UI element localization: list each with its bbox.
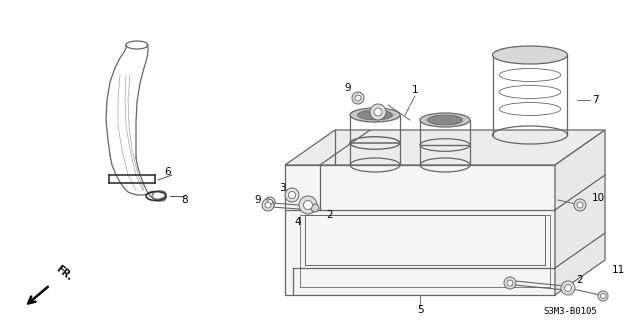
Text: 3: 3 xyxy=(279,183,285,193)
Ellipse shape xyxy=(492,46,568,64)
Circle shape xyxy=(303,201,313,210)
Circle shape xyxy=(265,197,275,207)
Circle shape xyxy=(601,293,606,299)
Text: 6: 6 xyxy=(165,167,171,177)
Circle shape xyxy=(355,95,361,101)
Ellipse shape xyxy=(350,108,400,122)
Text: 1: 1 xyxy=(412,85,419,95)
Polygon shape xyxy=(285,130,605,165)
Circle shape xyxy=(598,291,608,301)
Ellipse shape xyxy=(420,113,470,127)
Text: 9: 9 xyxy=(255,195,261,205)
Polygon shape xyxy=(555,130,605,295)
Circle shape xyxy=(561,281,575,295)
Circle shape xyxy=(507,280,513,286)
Circle shape xyxy=(564,284,571,292)
Text: 10: 10 xyxy=(591,193,605,203)
Text: 5: 5 xyxy=(417,305,424,315)
Circle shape xyxy=(577,202,583,208)
Text: 2: 2 xyxy=(576,275,583,285)
Circle shape xyxy=(370,104,386,120)
Circle shape xyxy=(352,92,364,104)
Text: S3M3-B0105: S3M3-B0105 xyxy=(543,308,597,316)
Polygon shape xyxy=(285,165,555,295)
Circle shape xyxy=(574,199,586,211)
Circle shape xyxy=(265,202,271,208)
Text: 9: 9 xyxy=(345,83,352,93)
Circle shape xyxy=(311,204,319,212)
Text: 2: 2 xyxy=(327,210,333,220)
Circle shape xyxy=(289,191,296,198)
Text: 4: 4 xyxy=(295,217,301,227)
Text: FR.: FR. xyxy=(54,264,75,283)
Circle shape xyxy=(374,108,382,116)
Ellipse shape xyxy=(357,110,392,120)
Circle shape xyxy=(268,199,273,204)
Circle shape xyxy=(262,199,274,211)
Circle shape xyxy=(504,277,516,289)
Circle shape xyxy=(285,188,299,202)
Circle shape xyxy=(299,196,317,214)
Text: 8: 8 xyxy=(182,195,189,205)
Text: 11: 11 xyxy=(612,265,625,275)
Text: 7: 7 xyxy=(592,95,598,105)
Ellipse shape xyxy=(427,115,462,125)
